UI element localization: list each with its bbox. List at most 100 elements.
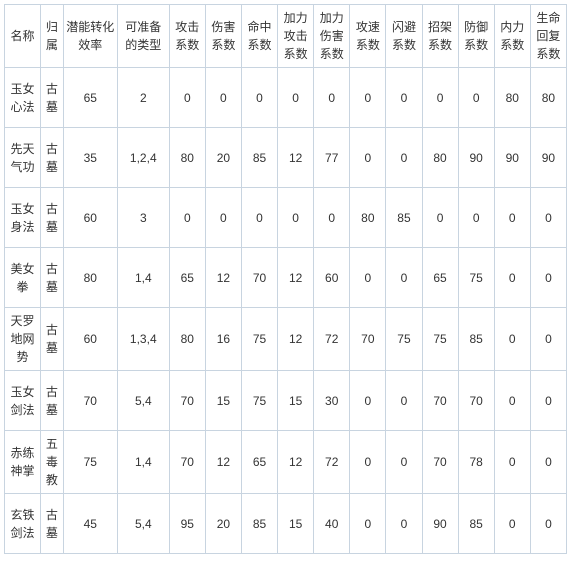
table-cell: 0 — [530, 431, 566, 494]
table-cell: 80 — [169, 128, 205, 188]
table-row: 先天气功古墓351,2,480208512770080909090 — [5, 128, 567, 188]
table-cell: 0 — [530, 494, 566, 554]
table-cell: 0 — [169, 188, 205, 248]
table-cell: 35 — [63, 128, 117, 188]
table-cell: 75 — [63, 431, 117, 494]
column-header: 防御系数 — [458, 5, 494, 68]
table-cell: 30 — [314, 371, 350, 431]
column-header: 生命回复系数 — [530, 5, 566, 68]
table-cell: 0 — [422, 68, 458, 128]
table-row: 玉女身法古墓6030000080850000 — [5, 188, 567, 248]
table-cell: 0 — [386, 68, 422, 128]
table-cell: 先天气功 — [5, 128, 41, 188]
table-cell: 1,3,4 — [117, 308, 169, 371]
table-cell: 0 — [530, 371, 566, 431]
table-cell: 12 — [278, 128, 314, 188]
column-header: 招架系数 — [422, 5, 458, 68]
table-cell: 玉女剑法 — [5, 371, 41, 431]
table-cell: 0 — [494, 308, 530, 371]
table-cell: 1,2,4 — [117, 128, 169, 188]
table-cell: 0 — [458, 68, 494, 128]
skills-table: 名称归属潜能转化效率可准备的类型攻击系数伤害系数命中系数加力攻击系数加力伤害系数… — [4, 4, 567, 554]
table-cell: 85 — [241, 494, 277, 554]
table-cell: 0 — [386, 248, 422, 308]
table-row: 玄铁剑法古墓455,4952085154000908500 — [5, 494, 567, 554]
table-cell: 0 — [386, 431, 422, 494]
table-cell: 天罗地网势 — [5, 308, 41, 371]
table-cell: 0 — [494, 494, 530, 554]
table-cell: 90 — [530, 128, 566, 188]
column-header: 命中系数 — [241, 5, 277, 68]
table-cell: 77 — [314, 128, 350, 188]
table-cell: 70 — [63, 371, 117, 431]
table-cell: 0 — [422, 188, 458, 248]
table-cell: 85 — [241, 128, 277, 188]
table-cell: 0 — [386, 128, 422, 188]
table-cell: 70 — [422, 431, 458, 494]
table-cell: 赤练神掌 — [5, 431, 41, 494]
table-cell: 0 — [350, 68, 386, 128]
table-cell: 80 — [422, 128, 458, 188]
table-cell: 65 — [63, 68, 117, 128]
table-cell: 90 — [494, 128, 530, 188]
table-cell: 20 — [205, 128, 241, 188]
table-cell: 美女拳 — [5, 248, 41, 308]
table-cell: 80 — [169, 308, 205, 371]
table-row: 玉女心法古墓6520000000008080 — [5, 68, 567, 128]
table-cell: 70 — [241, 248, 277, 308]
table-cell: 古墓 — [41, 128, 64, 188]
table-cell: 0 — [314, 68, 350, 128]
table-cell: 75 — [422, 308, 458, 371]
table-cell: 70 — [169, 371, 205, 431]
table-cell: 95 — [169, 494, 205, 554]
table-cell: 2 — [117, 68, 169, 128]
table-cell: 玉女身法 — [5, 188, 41, 248]
table-cell: 75 — [241, 308, 277, 371]
table-cell: 玉女心法 — [5, 68, 41, 128]
table-cell: 古墓 — [41, 248, 64, 308]
table-cell: 古墓 — [41, 494, 64, 554]
table-cell: 0 — [314, 188, 350, 248]
table-row: 美女拳古墓801,4651270126000657500 — [5, 248, 567, 308]
table-cell: 85 — [386, 188, 422, 248]
table-cell: 古墓 — [41, 308, 64, 371]
table-cell: 0 — [458, 188, 494, 248]
table-cell: 90 — [458, 128, 494, 188]
column-header: 闪避系数 — [386, 5, 422, 68]
table-cell: 65 — [169, 248, 205, 308]
table-cell: 0 — [494, 248, 530, 308]
table-cell: 15 — [205, 371, 241, 431]
table-cell: 5,4 — [117, 371, 169, 431]
table-cell: 72 — [314, 431, 350, 494]
table-cell: 65 — [422, 248, 458, 308]
column-header: 内力系数 — [494, 5, 530, 68]
table-cell: 70 — [422, 371, 458, 431]
table-cell: 80 — [494, 68, 530, 128]
table-cell: 90 — [422, 494, 458, 554]
table-cell: 16 — [205, 308, 241, 371]
table-cell: 12 — [205, 248, 241, 308]
table-cell: 0 — [386, 371, 422, 431]
table-cell: 古墓 — [41, 371, 64, 431]
table-cell: 0 — [278, 188, 314, 248]
table-row: 天罗地网势古墓601,3,480167512727075758500 — [5, 308, 567, 371]
table-cell: 0 — [350, 431, 386, 494]
table-cell: 0 — [350, 248, 386, 308]
table-cell: 0 — [350, 494, 386, 554]
table-cell: 古墓 — [41, 188, 64, 248]
table-row: 玉女剑法古墓705,4701575153000707000 — [5, 371, 567, 431]
table-cell: 0 — [241, 68, 277, 128]
table-cell: 65 — [241, 431, 277, 494]
table-cell: 0 — [494, 431, 530, 494]
table-cell: 60 — [63, 308, 117, 371]
table-cell: 72 — [314, 308, 350, 371]
table-cell: 20 — [205, 494, 241, 554]
table-cell: 85 — [458, 494, 494, 554]
table-cell: 0 — [386, 494, 422, 554]
table-cell: 45 — [63, 494, 117, 554]
table-cell: 1,4 — [117, 431, 169, 494]
table-cell: 0 — [494, 188, 530, 248]
table-cell: 0 — [241, 188, 277, 248]
column-header: 加力伤害系数 — [314, 5, 350, 68]
table-cell: 1,4 — [117, 248, 169, 308]
